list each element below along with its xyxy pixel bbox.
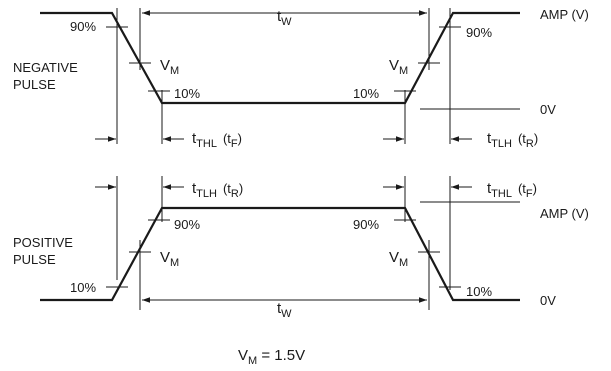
negative-pulse-group: NEGATIVE PULSE 90% 90% 10% 10% VM VM tW …: [13, 7, 589, 150]
positive-pulse-group: POSITIVE PULSE 90% 90% 10% 10% VM VM tW …: [13, 176, 589, 320]
neg-label-90-right: 90%: [466, 25, 492, 40]
pos-label-tthl: tTHL (tF): [487, 180, 537, 200]
neg-label-zero: 0V: [540, 102, 556, 117]
pos-label-amp: AMP (V): [540, 206, 589, 221]
pos-label-10-right: 10%: [466, 284, 492, 299]
neg-label-amp: AMP (V): [540, 7, 589, 22]
neg-label-10-left: 10%: [174, 86, 200, 101]
pos-label-tw: tW: [277, 300, 292, 320]
pos-label-90-right: 90%: [353, 217, 379, 232]
pos-title-line1: POSITIVE: [13, 235, 73, 250]
neg-label-vm-left: VM: [160, 57, 179, 77]
neg-label-ttlh: tTLH (tR): [487, 130, 538, 150]
neg-label-vm-right: VM: [389, 57, 408, 77]
footnote-vm-value: VM = 1.5V: [238, 347, 305, 367]
pos-label-zero: 0V: [540, 293, 556, 308]
neg-label-tthl: tTHL (tF): [192, 130, 242, 150]
pos-label-vm-right: VM: [389, 249, 408, 269]
pos-title-line2: PULSE: [13, 252, 56, 267]
pos-label-ttlh: tTLH (tR): [192, 180, 243, 200]
neg-label-10-right: 10%: [353, 86, 379, 101]
pos-label-vm-left: VM: [160, 249, 179, 269]
positive-pulse-waveform: [40, 206, 520, 302]
neg-title-line1: NEGATIVE: [13, 60, 78, 75]
neg-label-tw: tW: [277, 8, 292, 28]
pos-label-10-left: 10%: [70, 280, 96, 295]
neg-title-line2: PULSE: [13, 77, 56, 92]
negative-pulse-waveform: [40, 11, 520, 105]
pos-label-90-left: 90%: [174, 217, 200, 232]
neg-label-90-left: 90%: [70, 19, 96, 34]
